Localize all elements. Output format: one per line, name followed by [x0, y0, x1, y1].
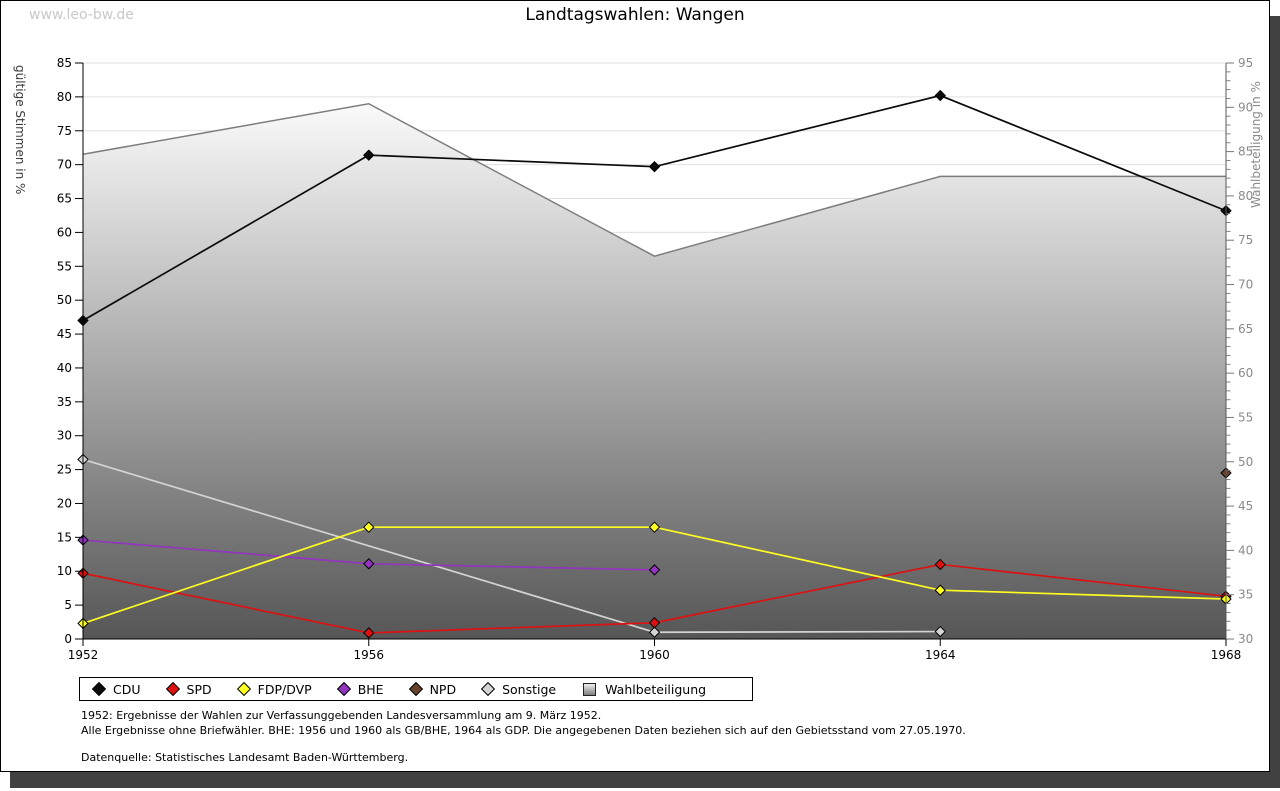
legend-item-spd: SPD: [165, 681, 212, 697]
footnotes: 1952: Ergebnisse der Wahlen zur Verfassu…: [81, 709, 966, 738]
svg-text:40: 40: [1238, 543, 1253, 557]
svg-text:45: 45: [57, 327, 72, 341]
svg-text:1960: 1960: [639, 648, 670, 662]
svg-text:30: 30: [1238, 632, 1253, 646]
data-source-note: Datenquelle: Statistisches Landesamt Bad…: [81, 751, 409, 764]
svg-text:1952: 1952: [68, 648, 99, 662]
svg-text:65: 65: [57, 192, 72, 206]
legend-label: CDU: [113, 681, 141, 697]
legend-diamond-swatch: [165, 681, 180, 697]
svg-text:85: 85: [57, 56, 72, 70]
legend-item-cdu: CDU: [91, 681, 141, 697]
legend-label: Sonstige: [502, 681, 557, 697]
svg-text:65: 65: [1238, 322, 1253, 336]
svg-text:0: 0: [64, 632, 72, 646]
legend-square-swatch: [583, 682, 597, 696]
svg-text:30: 30: [57, 429, 72, 443]
legend-diamond-swatch: [236, 681, 251, 697]
legend-diamond-swatch: [336, 681, 351, 697]
legend: CDU SPD FDP/DVP BHE NPD Sonstige Wahlbeteiligu…: [79, 677, 753, 701]
legend-item-sonstige: Sonstige: [481, 681, 557, 697]
svg-text:70: 70: [1238, 278, 1253, 292]
election-line-chart: 0 5 10 15 20 25 30 35 40 45 50 55 60 65 70 75 80 85 30 35 40…: [57, 56, 1254, 662]
chart-title: Landtagswahlen: Wangen: [525, 5, 745, 25]
footnote-line-2: Alle Ergebnisse ohne Briefwähler. BHE: 1…: [81, 723, 966, 737]
svg-text:35: 35: [57, 395, 72, 409]
legend-label: FDP/DVP: [257, 681, 312, 697]
svg-text:40: 40: [57, 361, 72, 375]
x-axis-ticks: 1952 1956 1960 1964 1968: [68, 639, 1242, 662]
svg-text:80: 80: [1238, 189, 1253, 203]
svg-text:1964: 1964: [925, 648, 956, 662]
legend-label: NPD: [429, 681, 457, 697]
svg-text:70: 70: [57, 158, 72, 172]
svg-text:50: 50: [1238, 455, 1253, 469]
svg-text:25: 25: [57, 463, 72, 477]
svg-text:90: 90: [1238, 100, 1253, 114]
svg-text:80: 80: [57, 90, 72, 104]
svg-text:1956: 1956: [353, 648, 384, 662]
legend-item-npd: NPD: [408, 681, 457, 697]
svg-text:60: 60: [57, 225, 72, 239]
svg-text:75: 75: [1238, 233, 1253, 247]
legend-diamond-swatch: [91, 681, 107, 697]
svg-text:15: 15: [57, 530, 72, 544]
svg-text:5: 5: [64, 598, 72, 612]
series-fdp-dvp: [77, 521, 1232, 630]
footnote-line-1: 1952: Ergebnisse der Wahlen zur Verfassu…: [81, 709, 602, 722]
svg-text:55: 55: [1238, 410, 1253, 424]
svg-text:50: 50: [57, 293, 72, 307]
legend-label: BHE: [357, 681, 384, 697]
legend-label: Wahlbeteiligung: [605, 681, 707, 697]
legend-diamond-swatch: [408, 681, 423, 697]
svg-text:55: 55: [57, 259, 72, 273]
svg-text:60: 60: [1238, 366, 1253, 380]
legend-item-wahlbeteiligung: Wahlbeteiligung: [583, 682, 706, 697]
legend-diamond-swatch: [481, 681, 496, 697]
legend-item-bhe: BHE: [336, 681, 384, 697]
left-axis-ticks: 0 5 10 15 20 25 30 35 40 45 50 55 60 65 70 75 80 85: [57, 56, 83, 646]
legend-item-fdp-dvp: FDP/DVP: [236, 681, 312, 697]
legend-label: SPD: [186, 681, 212, 697]
svg-text:45: 45: [1238, 499, 1253, 513]
svg-text:1968: 1968: [1211, 648, 1242, 662]
svg-text:35: 35: [1238, 588, 1253, 602]
svg-text:10: 10: [57, 564, 72, 578]
chart-panel: www.leo-bw.de Landtagswahlen: Wangen gül…: [0, 0, 1270, 772]
svg-text:75: 75: [57, 124, 72, 138]
svg-text:85: 85: [1238, 145, 1253, 159]
svg-text:20: 20: [57, 496, 72, 510]
watermark-leo-bw: www.leo-bw.de: [29, 7, 134, 23]
svg-text:95: 95: [1238, 56, 1253, 70]
participation-area: [82, 102, 1226, 640]
right-axis-ticks: 30 35 40 45 50 55 60 65 70 75 80 85 90 95: [1226, 56, 1253, 646]
